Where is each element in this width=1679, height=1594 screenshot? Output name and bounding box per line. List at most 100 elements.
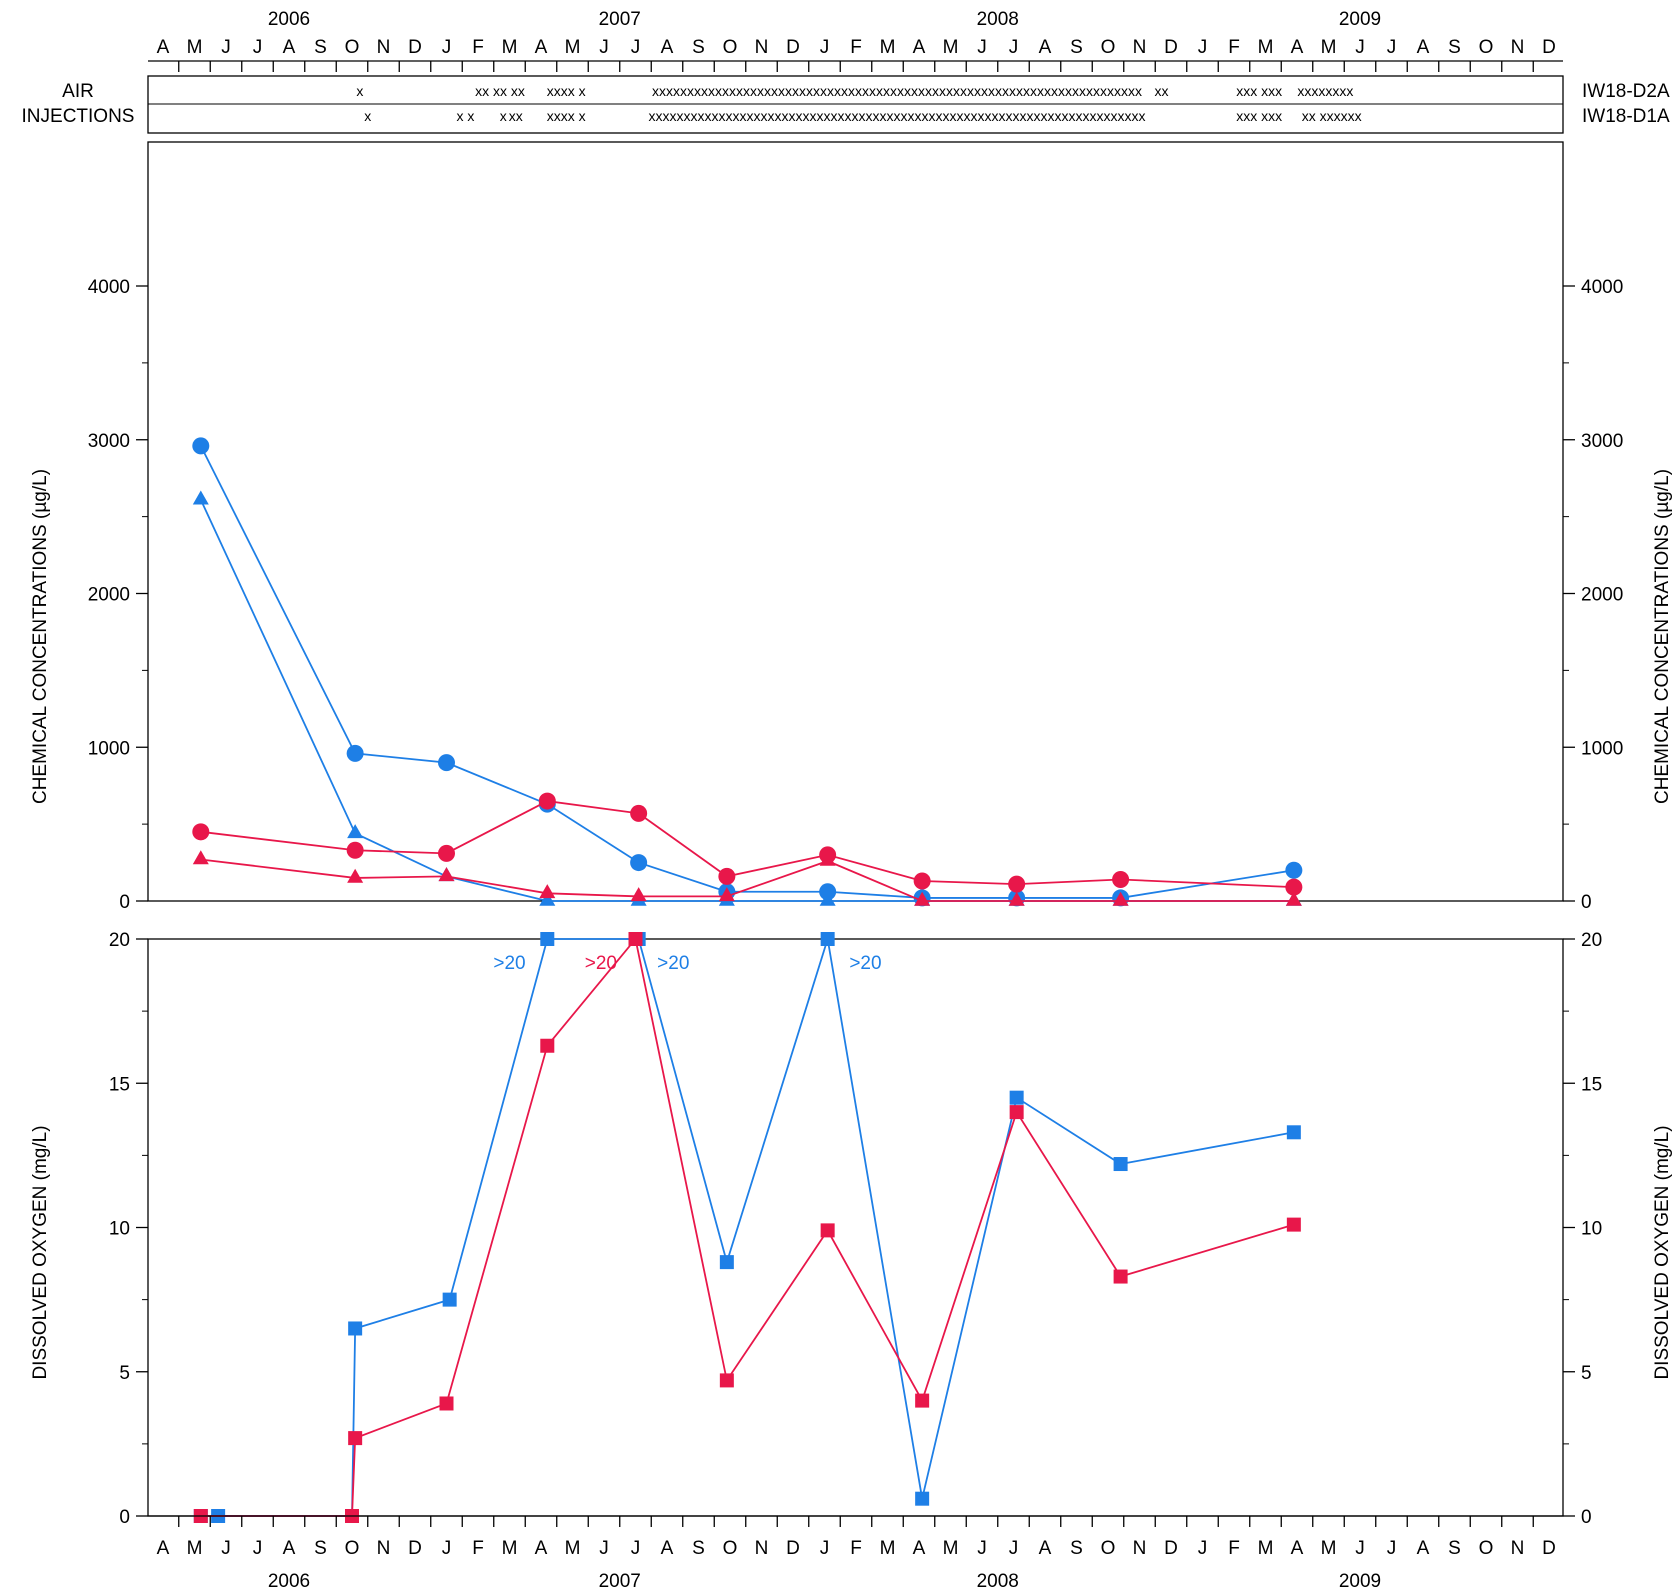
top-month-label: M [565,37,581,58]
injection-marks: xx xx xx [475,83,525,99]
top-month-label: A [157,37,170,58]
air-injections-label: AIR [62,81,94,102]
bottom-month-label: M [943,1538,959,1559]
data-point-red-circle [630,804,648,822]
data-point-blue-square [719,1255,734,1270]
bottom-month-label: D [786,1538,800,1559]
y-tick-label-left: 4000 [88,277,130,298]
data-point-red-square [348,1431,363,1446]
y-tick-label-left: 0 [119,892,130,913]
series-line-red-circle [200,800,1294,889]
data-point-blue-square [1113,1157,1128,1172]
y-tick-label-right: 20 [1581,930,1602,951]
bottom-month-label: N [755,1538,769,1559]
top-month-label: S [1448,37,1461,58]
injection-marks: xxxxxxxxxxxxxxxxxxxxxxxxxxxxxxxxxxxxxxxx… [652,83,1142,99]
y-tick-label-left: 5 [119,1363,130,1384]
top-month-label: J [1198,37,1208,58]
data-point-red-square [719,1373,734,1388]
series-line-blue-circle [199,445,1294,899]
top-month-label: S [692,37,705,58]
top-month-label: A [283,37,296,58]
data-point-blue-square [915,1491,930,1506]
bottom-year-label: 2006 [268,1571,310,1592]
data-point-blue-square [1009,1090,1024,1105]
data-point-blue-square [820,932,835,946]
bottom-month-label: J [599,1538,609,1559]
data-point-red-circle [718,867,736,885]
top-month-label: A [535,37,548,58]
y-axis-label-right: DISSOLVED OXYGEN (mg/L) [1652,1125,1673,1379]
top-month-label: J [599,37,609,58]
injection-marks: xxxx x [547,108,586,124]
data-point-red-square [1286,1217,1301,1232]
series-line-blue-triangle [199,499,1294,902]
top-year-label: 2007 [599,9,641,30]
injection-marks: x x [456,108,474,124]
top-month-label: O [345,37,360,58]
data-point-blue-square [540,932,555,946]
data-point-red-triangle [914,891,931,906]
injection-marks: xx [509,108,523,124]
y-axis-label-left: CHEMICAL CONCENTRATIONS (µg/L) [30,469,51,804]
series-line-blue-square [200,938,1295,1517]
bottom-month-label: O [1479,1538,1494,1559]
bottom-month-label: J [1009,1538,1019,1559]
top-month-label: N [1511,37,1525,58]
data-point-red-square [628,932,643,946]
data-point-blue-triangle [347,824,364,839]
injection-marks: xx xxxxxx [1302,108,1362,124]
top-month-label: J [253,37,263,58]
injection-marks: xxx xxx [1236,83,1282,99]
y-tick-label-left: 10 [109,1219,130,1240]
bottom-month-label: A [913,1538,926,1559]
bottom-month-label: A [283,1538,296,1559]
data-point-blue-triangle [192,490,209,505]
top-year-label: 2008 [977,9,1019,30]
bottom-month-label: O [345,1538,360,1559]
top-month-label: M [502,37,518,58]
bottom-month-label: A [157,1538,170,1559]
injection-marks: xx [1155,83,1169,99]
data-point-red-square [1113,1269,1128,1284]
bottom-month-label: M [1321,1538,1337,1559]
bottom-month-label: M [187,1538,203,1559]
top-year-label: 2009 [1339,9,1381,30]
y-tick-label-left: 20 [109,930,130,951]
annotation-label: >20 [657,953,689,974]
bottom-month-label: D [1542,1538,1556,1559]
y-tick-label-left: 2000 [88,585,130,606]
y-tick-label-left: 3000 [88,431,130,452]
data-point-red-circle [538,792,556,810]
data-point-blue-triangle [539,891,556,906]
y-tick-label-right: 0 [1581,1507,1592,1528]
data-point-blue-circle [438,754,455,772]
data-point-red-square [540,1038,555,1053]
y-tick-label-right: 5 [1581,1363,1592,1384]
top-month-label: N [755,37,769,58]
y-axis-label-right: CHEMICAL CONCENTRATIONS (µg/L) [1652,469,1673,804]
data-point-blue-circle [346,744,364,762]
injection-marks: x [500,108,507,124]
injection-marks: xxxxxxxxxxxxxxxxxxxxxxxxxxxxxxxxxxxxxxxx… [648,108,1145,124]
y-tick-label-right: 15 [1581,1074,1602,1095]
data-point-red-square [439,1396,454,1411]
bottom-month-label: S [1070,1538,1083,1559]
bottom-month-label: D [1164,1538,1178,1559]
bottom-month-label: M [1258,1538,1274,1559]
top-month-label: O [723,37,738,58]
top-year-label: 2006 [268,9,310,30]
data-point-blue-circle [630,854,648,872]
top-month-label: J [442,37,452,58]
data-point-red-triangle [192,850,209,865]
chemical-concentrations-panel: 0 0 1000 1000 2000 2000 3000 3000 4000 4000 CHEMIC… [30,141,1673,913]
injection-marks: xxxxxxxx [1297,83,1353,99]
bottom-month-label: F [472,1538,484,1559]
top-month-label: J [1387,37,1397,58]
panel-frame [147,938,1564,1517]
top-month-label: D [786,37,800,58]
top-month-label: J [631,37,641,58]
